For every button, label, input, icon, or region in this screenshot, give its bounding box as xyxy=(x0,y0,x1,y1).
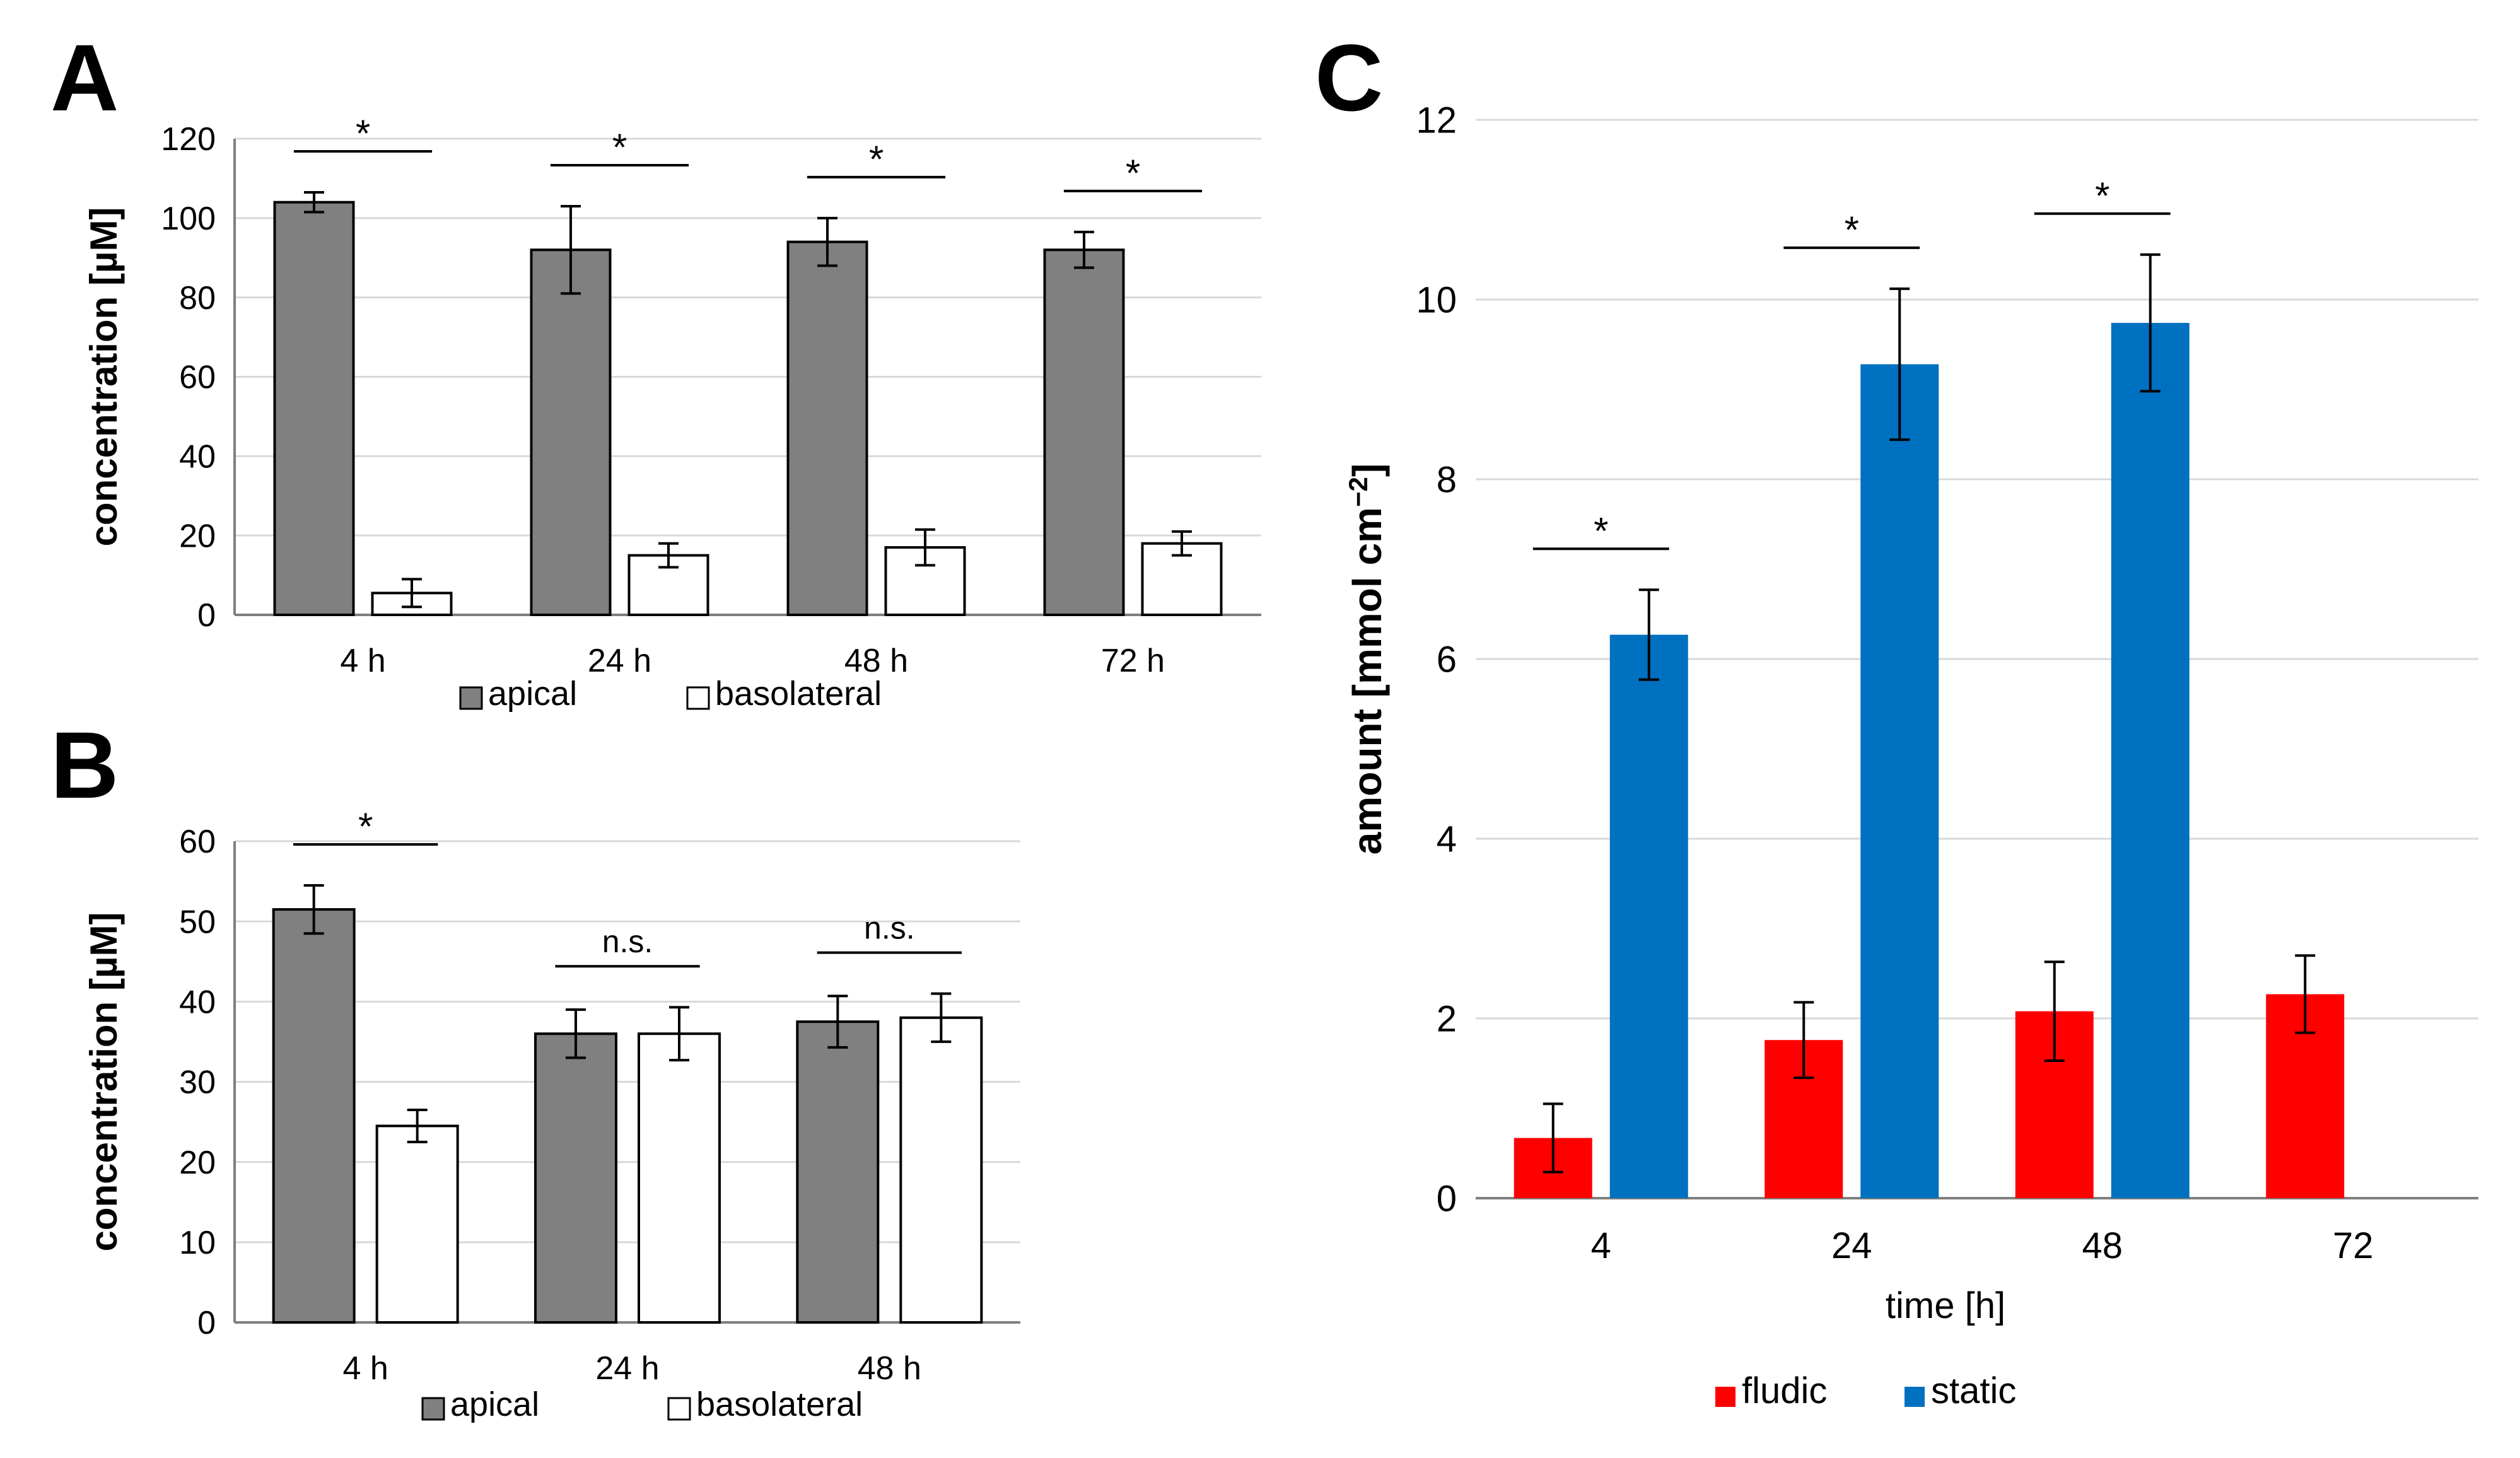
significance-label: * xyxy=(356,112,370,155)
bar-apical xyxy=(530,248,612,616)
y-tick-label: 0 xyxy=(197,597,216,634)
bar-basolateral xyxy=(375,1124,459,1324)
bar-apical xyxy=(786,240,868,617)
legend-label-fludic: fludic xyxy=(1742,1370,1827,1411)
y-tick-label: 0 xyxy=(197,1305,216,1341)
bar-basolateral xyxy=(638,1032,721,1324)
y-axis-label: amount [mmol cm−2] xyxy=(1343,464,1390,854)
y-tick-label: 20 xyxy=(179,1145,216,1181)
significance-label: * xyxy=(358,805,373,848)
legend-swatch-apical xyxy=(421,1397,445,1421)
y-tick-label: 80 xyxy=(179,280,216,317)
x-axis-label: time [h] xyxy=(1886,1285,2005,1326)
significance-label: n.s. xyxy=(864,911,915,946)
x-tick-label: 72 h xyxy=(1101,643,1165,679)
y-tick-label: 4 xyxy=(1437,819,1457,860)
x-tick-label: 4 h xyxy=(343,1350,388,1387)
y-tick-label: 12 xyxy=(1416,100,1457,141)
significance-label: * xyxy=(2095,175,2109,217)
bar-apical xyxy=(273,201,355,616)
legend-label-apical: apical xyxy=(488,675,577,713)
bar-static xyxy=(1609,634,1688,1198)
legend-label-static: static xyxy=(1931,1370,2016,1411)
panel-letter-c: C xyxy=(1315,25,1383,131)
y-tick-label: 40 xyxy=(179,984,216,1021)
significance-label: * xyxy=(1594,510,1608,552)
significance-label: * xyxy=(612,126,627,168)
y-tick-label: 10 xyxy=(179,1225,216,1261)
bar-apical xyxy=(272,908,356,1324)
panel-letter-a: A xyxy=(50,25,119,131)
y-tick-label: 20 xyxy=(179,518,216,554)
x-tick-label: 72 xyxy=(2333,1225,2374,1266)
y-axis-label-superscript: −2 xyxy=(1343,477,1373,507)
y-tick-label: 6 xyxy=(1437,639,1457,680)
bar-static xyxy=(2111,323,2190,1198)
y-tick-label: 60 xyxy=(179,359,216,396)
chart-panel-a: 0 20 40 60 80 100 120 concentration [µM] 4 h * 24 … xyxy=(83,112,1261,713)
x-tick-label: 4 xyxy=(1591,1225,1611,1266)
chart-panel-b: 0 10 20 30 40 50 60 concentration [µM] 4 h * 24 h n… xyxy=(83,805,1020,1423)
y-axis-label-main: amount [mmol cm xyxy=(1345,507,1390,854)
bar-static xyxy=(1860,364,1939,1198)
x-tick-label: 4 h xyxy=(340,643,385,679)
legend-label-basolateral: basolateral xyxy=(715,675,882,713)
y-tick-label: 10 xyxy=(1416,279,1457,320)
y-tick-label: 8 xyxy=(1437,459,1457,500)
y-tick-label: 0 xyxy=(1437,1178,1457,1219)
x-tick-label: 24 h xyxy=(588,643,651,679)
y-tick-label: 100 xyxy=(161,201,216,237)
x-tick-label: 24 xyxy=(1831,1225,1872,1266)
y-tick-label: 50 xyxy=(179,904,216,940)
y-tick-label: 60 xyxy=(179,824,216,860)
legend-label-basolateral: basolateral xyxy=(696,1385,863,1423)
legend-swatch-static xyxy=(1905,1387,1925,1407)
y-tick-label: 40 xyxy=(179,439,216,475)
significance-label: n.s. xyxy=(602,924,653,959)
x-tick-label: 24 h xyxy=(595,1350,659,1387)
y-axis-label: concentration [µM] xyxy=(83,913,125,1252)
legend-swatch-basolateral xyxy=(686,686,710,710)
legend-swatch-fludic xyxy=(1715,1387,1735,1407)
y-tick-label: 2 xyxy=(1437,998,1457,1039)
bar-apical xyxy=(1043,248,1125,616)
legend-swatch-apical xyxy=(459,686,483,710)
panel-letter-b: B xyxy=(50,712,119,818)
bar-basolateral xyxy=(899,1016,983,1324)
significance-label: * xyxy=(869,138,884,180)
legend-label-apical: apical xyxy=(450,1385,539,1423)
legend-swatch-basolateral xyxy=(667,1397,691,1421)
y-tick-label: 30 xyxy=(179,1064,216,1101)
x-tick-label: 48 xyxy=(2082,1225,2123,1266)
y-tick-label: 120 xyxy=(161,121,216,158)
x-tick-label: 48 h xyxy=(844,643,908,679)
bar-apical xyxy=(534,1032,617,1324)
significance-label: * xyxy=(1845,209,1859,251)
x-tick-label: 48 h xyxy=(858,1350,921,1387)
significance-label: * xyxy=(1126,152,1140,194)
y-axis-label-end: ] xyxy=(1345,464,1390,477)
y-axis-label: concentration [µM] xyxy=(83,207,125,547)
bar-apical xyxy=(796,1020,880,1324)
